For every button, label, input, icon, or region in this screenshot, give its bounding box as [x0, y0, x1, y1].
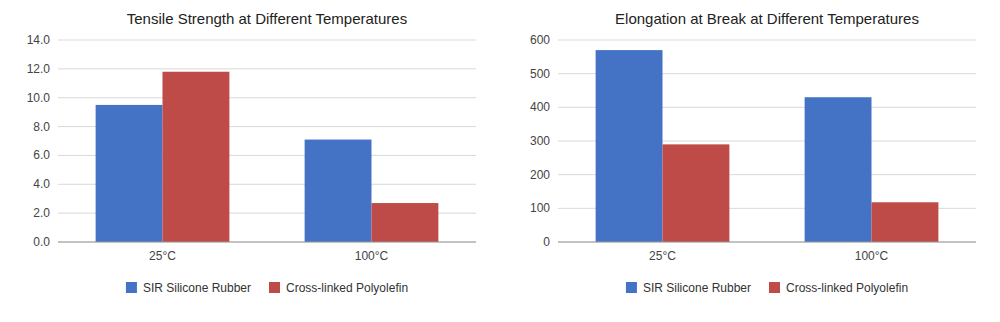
bar [163, 72, 230, 242]
bar [372, 203, 439, 242]
background [0, 0, 1000, 322]
bar [305, 140, 372, 242]
chart-title: Tensile Strength at Different Temperatur… [127, 10, 407, 27]
figure: Tensile Strength at Different Temperatur… [0, 0, 1000, 322]
y-tick-label: 8.0 [33, 120, 50, 134]
legend-swatch [269, 282, 280, 293]
legend-label: SIR Silicone Rubber [143, 281, 251, 295]
bar [596, 50, 663, 242]
y-tick-label: 100 [530, 201, 550, 215]
y-tick-label: 2.0 [33, 206, 50, 220]
legend-label: Cross-linked Polyolefin [786, 281, 908, 295]
legend: SIR Silicone Rubber Cross-linked Polyolef… [126, 281, 408, 295]
x-axis-line [58, 242, 476, 243]
x-tick-label: 25°C [149, 249, 176, 263]
bar [96, 105, 163, 242]
y-tick-label: 12.0 [27, 62, 51, 76]
y-tick-label: 0 [543, 235, 550, 249]
y-tick-label: 200 [530, 168, 550, 182]
x-axis-line [558, 242, 976, 243]
y-tick-label: 4.0 [33, 177, 50, 191]
legend-swatch [769, 282, 780, 293]
legend-swatch [626, 282, 637, 293]
y-tick-label: 6.0 [33, 148, 50, 162]
bar [872, 202, 939, 242]
bar [805, 97, 872, 242]
bar [663, 144, 730, 242]
bars [96, 72, 439, 242]
y-tick-label: 300 [530, 134, 550, 148]
legend: SIR Silicone Rubber Cross-linked Polyolef… [626, 281, 908, 295]
panel: Elongation at Break at Different Tempera… [530, 10, 976, 295]
y-tick-label: 10.0 [27, 91, 51, 105]
bars [596, 50, 939, 242]
legend-label: SIR Silicone Rubber [643, 281, 751, 295]
y-tick-label: 0.0 [33, 235, 50, 249]
grid-line [58, 97, 476, 98]
x-tick-label: 100°C [355, 249, 389, 263]
x-tick-label: 100°C [855, 249, 889, 263]
legend-label: Cross-linked Polyolefin [286, 281, 408, 295]
x-tick-label: 25°C [649, 249, 676, 263]
grid-line [58, 40, 476, 41]
grid-line [558, 242, 976, 243]
legend-swatch [126, 282, 137, 293]
y-tick-label: 500 [530, 67, 550, 81]
grid-line [558, 40, 976, 41]
grid-line [58, 68, 476, 69]
y-tick-label: 400 [530, 100, 550, 114]
y-tick-label: 14.0 [27, 33, 51, 47]
panel: Tensile Strength at Different Temperatur… [27, 10, 476, 295]
chart-title: Elongation at Break at Different Tempera… [615, 10, 919, 27]
y-tick-label: 600 [530, 33, 550, 47]
grid-line [58, 242, 476, 243]
